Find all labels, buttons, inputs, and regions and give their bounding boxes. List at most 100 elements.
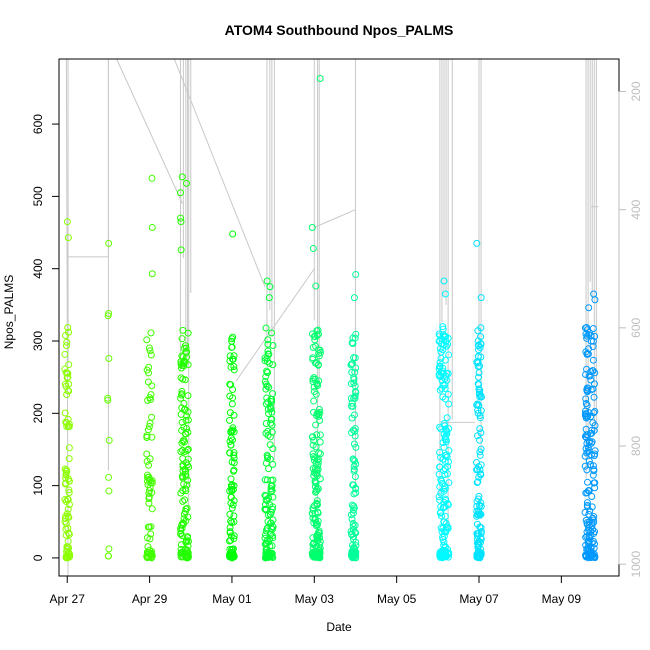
data-point [583,413,591,421]
data-point [61,350,69,358]
data-point [585,329,593,337]
data-point [589,356,597,364]
data-point [441,452,449,460]
x-axis: Apr 27 Apr 29 May 01 May 03 May 05 May 07 May … [50,575,581,606]
data-point [474,346,482,354]
data-point [436,332,444,340]
data-point [309,354,317,362]
data-point [62,342,70,350]
data-point [473,358,481,366]
data-point [227,363,235,371]
data-point [261,534,269,542]
data-point [227,499,235,507]
data-point [477,499,485,507]
data-point [261,505,269,513]
data-point [582,489,590,497]
data-point [349,402,357,410]
data-point [474,327,482,335]
data-point [313,497,321,505]
data-point [230,363,238,371]
data-point [438,376,446,384]
data-point [179,446,187,454]
data-point [184,551,192,559]
data-point [227,517,235,525]
data-point [145,422,153,430]
x-tick-label: May 03 [295,592,335,606]
data-point [227,475,235,483]
data-point [262,385,270,393]
data-point [440,277,448,285]
data-point [143,457,151,465]
data-point [350,379,358,387]
data-point [177,214,185,222]
data-point [583,528,591,536]
data-point [62,382,70,390]
y2-tick-label: 400 [629,199,643,219]
data-point [265,465,273,473]
data-point [352,489,360,497]
data-point [178,532,186,540]
data-point [473,502,481,510]
data-point [475,385,483,393]
data-point [178,173,186,181]
data-point [585,524,593,532]
data-point [475,509,483,517]
data-point [145,553,153,561]
pressure-segment [116,58,183,204]
data-point [145,523,153,531]
data-point [442,372,450,380]
data-point [443,414,451,422]
data-point [473,465,481,473]
data-point [587,386,595,394]
data-point [62,466,70,474]
data-point [441,395,449,403]
data-point [183,504,191,512]
data-point [476,425,484,433]
data-point [477,503,485,511]
data-point [65,444,73,452]
data-point [177,218,185,226]
plot-frame [58,58,620,577]
data-point [583,520,591,528]
data-point [591,407,599,415]
data-point [267,530,275,538]
data-point [178,390,186,398]
data-points [61,75,599,562]
data-point [63,338,71,346]
data-point [229,333,237,341]
secondary-y-axis: 200 400 600 800 1000 [618,81,643,578]
data-point [61,517,69,525]
data-point [182,179,190,187]
data-point [442,426,450,434]
data-point [264,336,272,344]
data-point [182,416,190,424]
data-point [476,448,484,456]
data-point [591,421,599,429]
data-point [441,290,449,298]
data-point [262,429,270,437]
data-point [147,553,155,561]
data-point [445,447,453,455]
data-point [437,477,445,485]
x-tick-label: May 07 [459,592,499,606]
data-point [435,493,443,501]
x-tick-label: May 01 [212,592,252,606]
data-point [313,531,321,539]
data-point [148,382,156,390]
data-point [266,542,274,550]
data-point [312,282,320,290]
data-point [439,364,447,372]
data-point [309,244,317,252]
data-point [313,332,321,340]
data-point [591,479,599,487]
data-point [348,399,356,407]
data-point [588,429,596,437]
data-point [184,513,192,521]
data-point [312,358,320,366]
data-point [267,482,275,490]
data-point [309,378,317,386]
data-point [587,439,595,447]
data-point [266,550,274,558]
data-point [351,427,359,435]
